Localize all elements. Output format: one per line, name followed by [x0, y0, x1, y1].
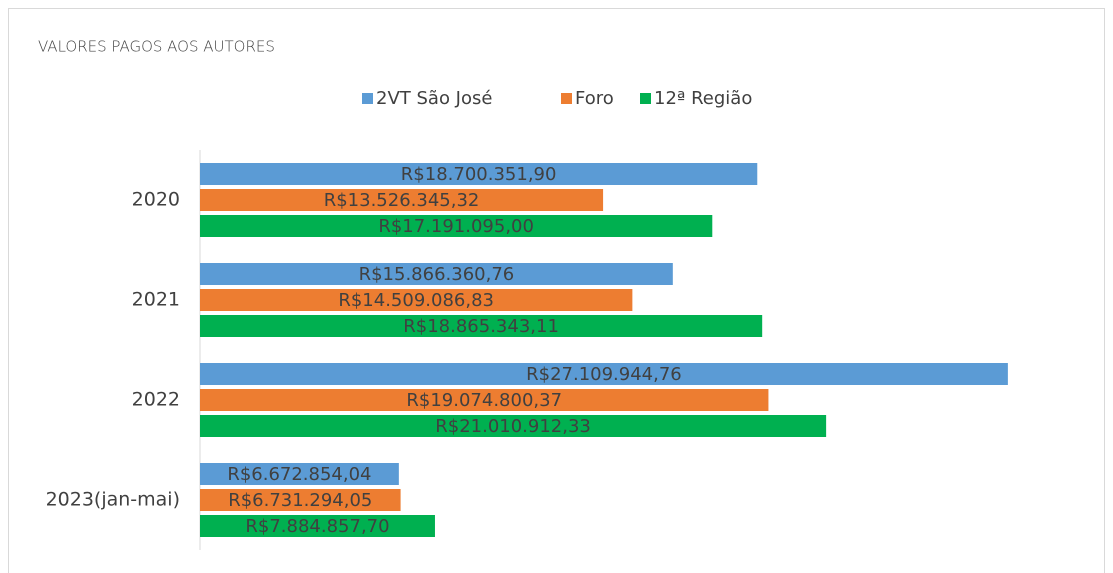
- bar: [200, 363, 1008, 385]
- data-label: R$21.010.912,33: [435, 416, 591, 437]
- chart-title: VALORES PAGOS AOS AUTORES: [38, 38, 275, 56]
- data-label: R$7.884.857,70: [245, 516, 389, 537]
- data-label: R$27.109.944,76: [526, 364, 682, 385]
- data-label: R$17.191.095,00: [378, 216, 534, 237]
- data-label: R$18.700.351,90: [401, 164, 557, 185]
- legend-label: Foro: [575, 88, 614, 109]
- data-label: R$19.074.800,37: [406, 390, 562, 411]
- bar: [200, 463, 399, 485]
- data-label: R$14.509.086,83: [338, 290, 494, 311]
- legend-swatch: [362, 93, 373, 104]
- bar: [200, 163, 758, 185]
- bar: [200, 215, 713, 237]
- bar: [200, 289, 633, 311]
- y-tick-label: 2023(jan-mai): [46, 489, 180, 511]
- data-label: R$15.866.360,76: [359, 264, 515, 285]
- y-tick-label: 2022: [132, 389, 180, 411]
- legend-label: 12ª Região: [654, 88, 752, 109]
- bar: [200, 515, 435, 537]
- bar: [200, 263, 673, 285]
- data-label: R$6.672.854,04: [227, 464, 371, 485]
- legend-swatch: [640, 93, 651, 104]
- bar: [200, 489, 401, 511]
- data-label: R$6.731.294,05: [228, 490, 372, 511]
- y-tick-label: 2020: [132, 189, 180, 211]
- y-tick-label: 2021: [132, 289, 180, 311]
- data-label: R$13.526.345,32: [324, 190, 480, 211]
- legend-swatch: [561, 93, 572, 104]
- bar: [200, 415, 827, 437]
- bar: [200, 315, 763, 337]
- bar: [200, 389, 769, 411]
- legend-label: 2VT São José: [376, 88, 492, 109]
- bar: [200, 189, 604, 211]
- data-label: R$18.865.343,11: [403, 316, 559, 337]
